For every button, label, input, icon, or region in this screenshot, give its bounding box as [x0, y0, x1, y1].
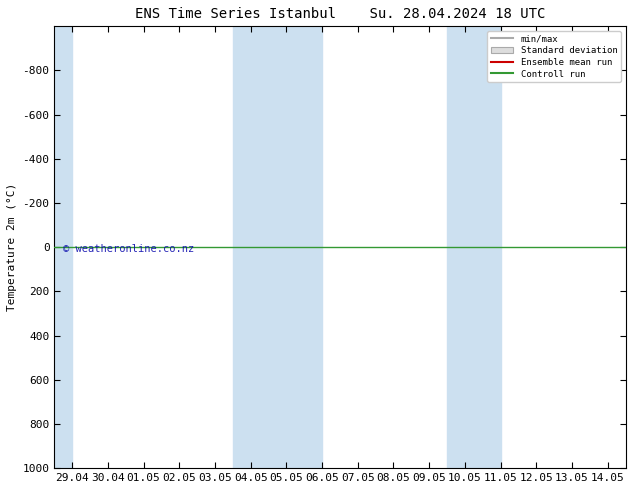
Y-axis label: Temperature 2m (°C): Temperature 2m (°C) [7, 183, 17, 311]
Bar [233, 26, 322, 468]
Title: ENS Time Series Istanbul    Su. 28.04.2024 18 UTC: ENS Time Series Istanbul Su. 28.04.2024 … [135, 7, 545, 21]
Bar [447, 26, 501, 468]
Text: © weatheronline.co.nz: © weatheronline.co.nz [63, 245, 194, 254]
Legend: min/max, Standard deviation, Ensemble mean run, Controll run: min/max, Standard deviation, Ensemble me… [488, 31, 621, 82]
Bar [55, 26, 72, 468]
